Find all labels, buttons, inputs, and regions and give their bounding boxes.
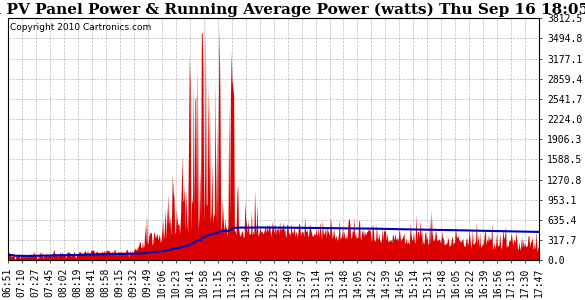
Title: Total PV Panel Power & Running Average Power (watts) Thu Sep 16 18:05: Total PV Panel Power & Running Average P… xyxy=(0,3,585,17)
Text: Copyright 2010 Cartronics.com: Copyright 2010 Cartronics.com xyxy=(11,23,152,32)
